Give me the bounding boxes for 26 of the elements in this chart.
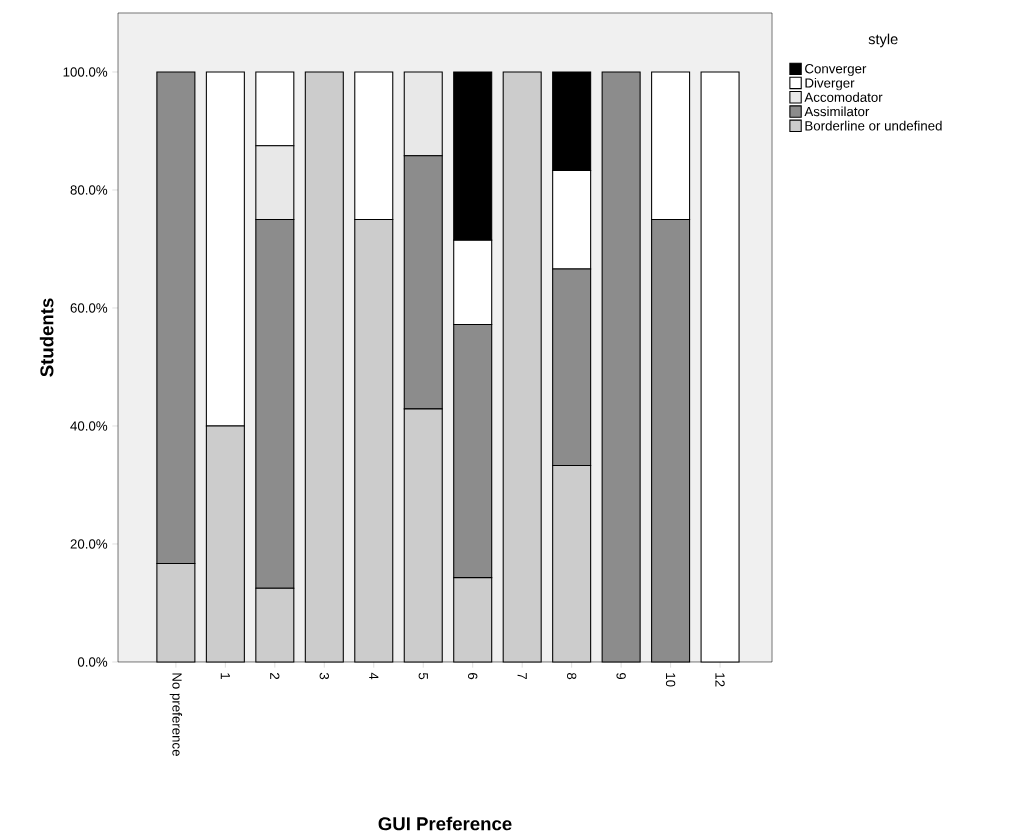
x-tick-label: 3 [319, 672, 329, 680]
x-tick-label: 7 [517, 673, 527, 680]
x-tick-label: 6 [468, 673, 478, 680]
legend-label: Diverger [805, 77, 855, 91]
legend-label: Borderline or undefined [805, 120, 942, 131]
y-tick-label: 40.0% [70, 421, 108, 431]
x-tick-label: 8 [566, 672, 577, 680]
x-tick-label: 4 [369, 672, 379, 680]
x-tick-label: 5 [418, 672, 428, 680]
y-tick-label: 0.0% [77, 657, 108, 667]
legend-label: Converger [805, 64, 867, 77]
legend-title: style [868, 33, 898, 48]
y-tick-label: 80.0% [70, 185, 108, 195]
x-tick-label: No preference [169, 673, 183, 756]
x-tick-label: 10 [665, 673, 676, 687]
y-tick-label: 60.0% [70, 303, 108, 313]
x-tick-label: 9 [616, 672, 626, 680]
x-tick-label: 12 [715, 673, 725, 687]
x-tick-label: 1 [220, 673, 230, 680]
x-axis-title: GUI Preference [378, 816, 512, 831]
legend-label: Assimilator [804, 106, 870, 117]
x-tick-label: 2 [270, 673, 280, 680]
y-tick-label: 100.0% [63, 67, 108, 77]
legend-label: Accomodator [804, 92, 883, 102]
y-tick-label: 20.0% [70, 539, 108, 549]
y-axis-title: Students [39, 298, 54, 377]
